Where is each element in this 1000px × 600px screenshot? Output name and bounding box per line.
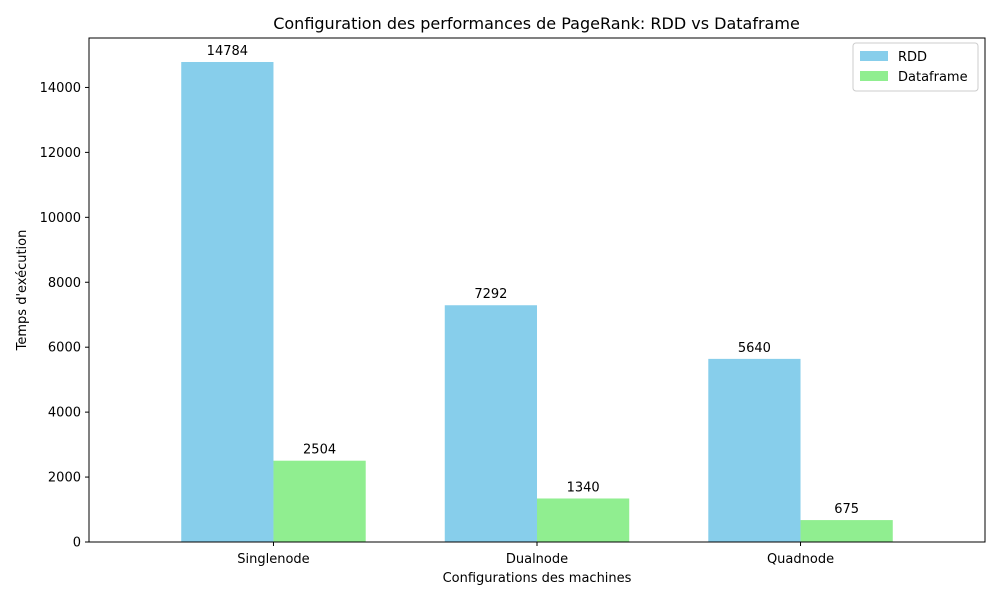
y-tick-label: 2000 <box>48 471 81 486</box>
bars-layer <box>181 61 893 543</box>
x-axis-label: Configurations des machines <box>443 571 632 586</box>
bar-dataframe-singlenode <box>273 460 366 542</box>
y-tick-label: 12000 <box>40 146 81 161</box>
data-label-rdd-dualnode: 7292 <box>474 287 507 302</box>
x-axis: Singlenode Dualnode Quadnode <box>237 542 834 567</box>
y-tick-label: 14000 <box>40 81 81 96</box>
bar-rdd-dualnode <box>444 305 537 542</box>
y-tick-label: 0 <box>73 536 81 551</box>
bar-dataframe-quadnode <box>800 520 893 542</box>
data-label-rdd-singlenode: 14784 <box>207 44 248 59</box>
y-tick-label: 10000 <box>40 211 81 226</box>
plot-frame <box>88 37 986 543</box>
y-axis-label: Temps d'exécution <box>15 230 30 352</box>
chart-title: Configuration des performances de PageRa… <box>273 14 800 33</box>
x-tick-label: Dualnode <box>506 552 568 567</box>
data-labels-layer: 14784 7292 5640 2504 1340 675 <box>207 44 859 517</box>
legend-label-rdd: RDD <box>898 50 927 65</box>
legend-label-dataframe: Dataframe <box>898 70 968 85</box>
x-tick-label: Singlenode <box>237 552 309 567</box>
y-tick-label: 6000 <box>48 341 81 356</box>
legend: RDD Dataframe <box>852 42 979 92</box>
bar-rdd-singlenode <box>181 61 274 543</box>
data-label-dataframe-quadnode: 675 <box>834 502 859 517</box>
legend-swatch-dataframe <box>860 71 888 81</box>
bar-rdd-quadnode <box>708 358 801 542</box>
data-label-dataframe-dualnode: 1340 <box>567 480 600 495</box>
y-tick-label: 4000 <box>48 406 81 421</box>
legend-swatch-rdd <box>860 51 888 61</box>
x-tick-label: Quadnode <box>767 552 834 567</box>
data-label-rdd-quadnode: 5640 <box>738 341 771 356</box>
data-label-dataframe-singlenode: 2504 <box>303 443 336 458</box>
bar-dataframe-dualnode <box>537 498 630 542</box>
y-axis: 0 2000 4000 6000 8000 10000 12000 14000 <box>40 81 89 551</box>
y-tick-label: 8000 <box>48 276 81 291</box>
